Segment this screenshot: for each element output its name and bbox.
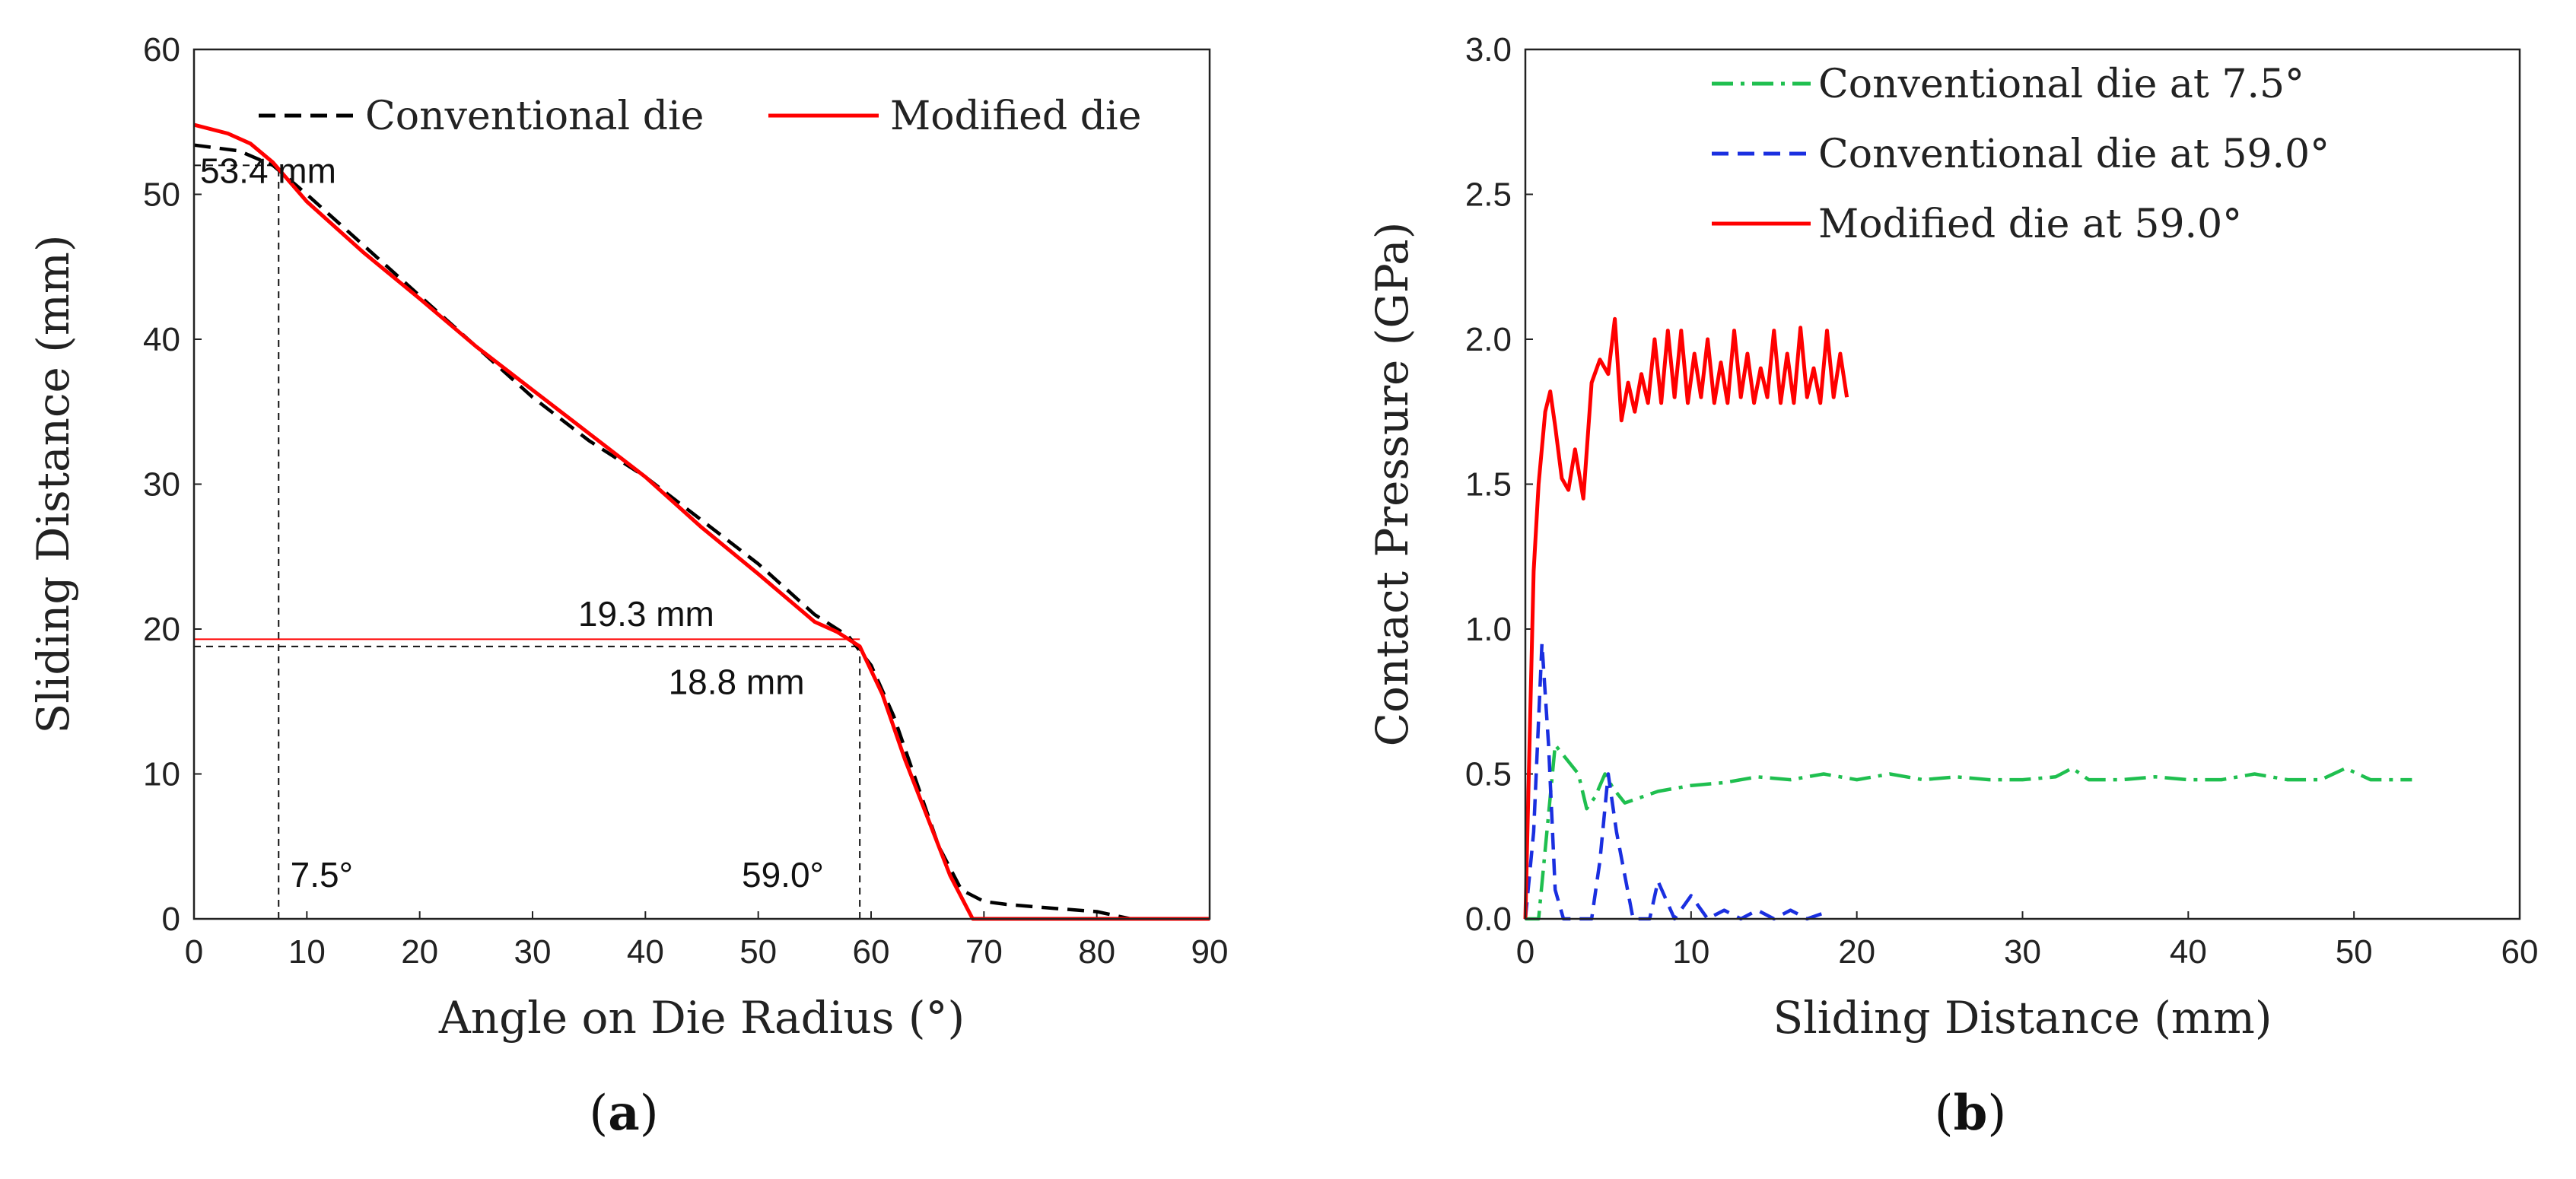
x-tick-label: 30: [514, 933, 552, 971]
legend-label: Conventional die: [365, 94, 704, 139]
panel-a-label: (a): [589, 1085, 658, 1142]
y-tick-label: 20: [143, 611, 180, 648]
y-tick-label: 40: [143, 321, 180, 358]
x-tick-label: 20: [1838, 933, 1875, 971]
panel-b-label: (b): [1935, 1085, 2007, 1142]
annotation-label: 53.4 mm: [200, 151, 336, 190]
panel-b-y-axis-label: Contact Pressure (GPa): [1366, 222, 1418, 747]
annotation-label: 7.5°: [291, 855, 353, 895]
y-tick-label: 1.5: [1465, 466, 1512, 504]
annotation-label: 18.8 mm: [669, 663, 805, 702]
series-line-modified-die-at-59-0: [1523, 316, 1849, 920]
annotation-label: 59.0°: [742, 855, 824, 895]
y-tick-label: 2.0: [1465, 321, 1512, 358]
x-tick-label: 10: [1672, 933, 1709, 971]
panel-b-series: [1523, 316, 2412, 921]
x-tick-label: 20: [401, 933, 438, 971]
series-line-modified-die: [193, 122, 1210, 921]
panel-a-x-axis-label: Angle on Die Radius (°): [438, 992, 965, 1044]
y-tick-label: 0.5: [1465, 756, 1512, 793]
x-tick-label: 50: [739, 933, 777, 971]
x-tick-label: 70: [965, 933, 1003, 971]
legend-label: Modified die: [890, 94, 1141, 139]
legend-label: Conventional die at 59.0°: [1818, 132, 2330, 177]
chart-panel-b: 0 10 20 30 40 50 60 0.0 0.5 1.0 1.5 2.0 2.5 3.0 Conve…: [1366, 31, 2538, 1142]
series-line-conventional-die-at-59-0: [1523, 641, 1824, 921]
x-tick-label: 40: [2170, 933, 2207, 971]
x-tick-label: 60: [853, 933, 890, 971]
x-tick-label: 80: [1078, 933, 1115, 971]
y-tick-label: 50: [143, 176, 180, 214]
panel-b-x-axis-label: Sliding Distance (mm): [1773, 992, 2272, 1044]
x-tick-label: 30: [2004, 933, 2041, 971]
x-tick-label: 0: [185, 933, 203, 971]
x-tick-label: 40: [627, 933, 664, 971]
x-tick-label: 60: [2501, 933, 2539, 971]
panel-a-legend: Conventional die Modified die: [259, 94, 1141, 139]
series-line-conventional-die-at-7-5: [1525, 743, 2412, 921]
legend-label: Conventional die at 7.5°: [1818, 62, 2304, 107]
x-tick-label: 50: [2336, 933, 2373, 971]
panel-b-plot-frame: [1524, 48, 2521, 920]
y-tick-label: 10: [143, 756, 180, 793]
panel-a-y-axis-label: Sliding Distance (mm): [27, 235, 79, 734]
panel-b-legend: Conventional die at 7.5° Conventional die…: [1712, 62, 2330, 247]
y-tick-label: 1.0: [1465, 611, 1512, 648]
y-tick-label: 2.5: [1465, 176, 1512, 214]
y-tick-label: 3.0: [1465, 31, 1512, 68]
x-tick-label: 0: [1516, 933, 1534, 971]
x-tick-label: 90: [1191, 933, 1229, 971]
y-tick-label: 0: [162, 901, 180, 938]
x-tick-label: 10: [288, 933, 326, 971]
panel-a-series: [193, 122, 1210, 921]
y-tick-label: 60: [143, 31, 180, 68]
panel-a-plot-frame: [192, 48, 1211, 920]
series-line-conventional-die: [193, 143, 1210, 921]
panel-a-ticks: 0 10 20 30 40 50 60 70 80 90 0 10 20 30 40 50 60: [143, 31, 1228, 971]
panel-a-guide-lines: [194, 164, 861, 919]
panel-a-annotations: 53.4 mm 19.3 mm 18.8 mm 7.5° 59.0°: [200, 151, 824, 895]
y-tick-label: 0.0: [1465, 901, 1512, 938]
panel-b-ticks: 0 10 20 30 40 50 60 0.0 0.5 1.0 1.5 2.0 2.5 3.0: [1465, 31, 2539, 971]
chart-panel-a: 0 10 20 30 40 50 60 70 80 90 0 10 20 30 40 50 60 53.4 mm…: [27, 31, 1228, 1142]
legend-label: Modified die at 59.0°: [1818, 202, 2242, 247]
annotation-label: 19.3 mm: [578, 594, 714, 634]
y-tick-label: 30: [143, 466, 180, 504]
